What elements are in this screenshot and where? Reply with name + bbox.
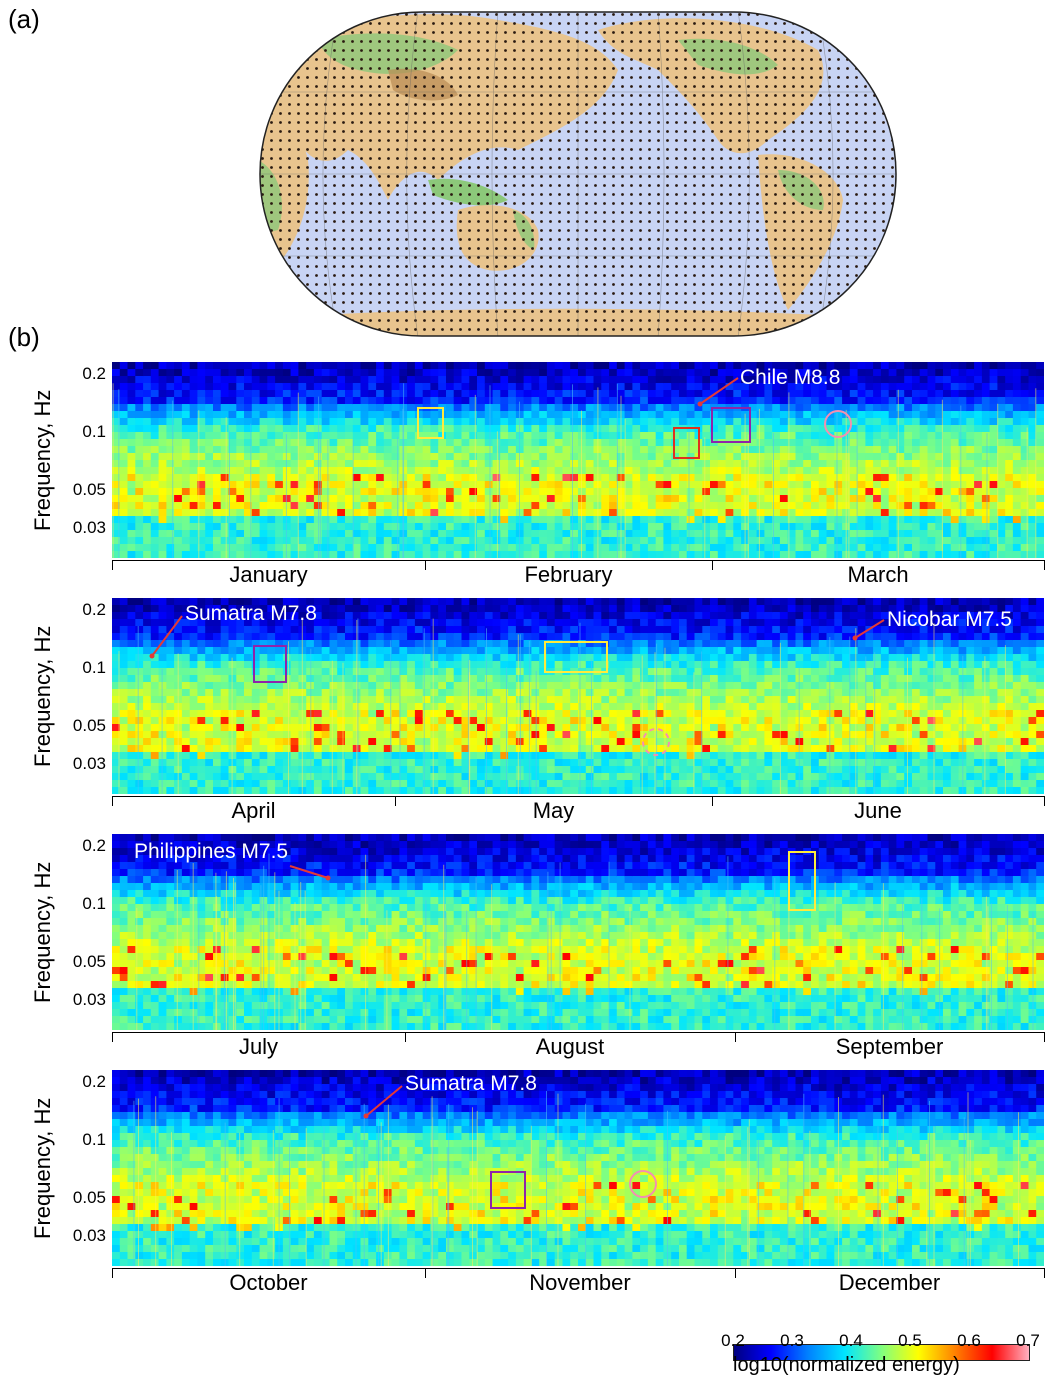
- event-marker: [788, 851, 816, 911]
- month-label: January: [229, 562, 308, 587]
- month-label: November: [529, 1270, 631, 1295]
- panel-label-b: (b): [8, 322, 40, 352]
- x-axis-line: [112, 796, 1044, 797]
- y-tick-label: 0.2: [82, 364, 106, 383]
- x-axis-tick: [735, 1032, 736, 1042]
- y-tick-label: 0.03: [72, 518, 106, 537]
- event-annotation: Sumatra M7.8: [405, 1072, 537, 1095]
- event-marker: [629, 1170, 657, 1198]
- colorbar-tick-label: 0.3: [780, 1331, 804, 1350]
- event-marker: [417, 407, 444, 439]
- panel-label-a: (a): [8, 4, 40, 34]
- month-label: October: [229, 1270, 308, 1295]
- y-tick-label: 0.05: [72, 952, 106, 971]
- spectrogram-3: [112, 834, 1044, 1030]
- x-axis-line: [112, 560, 1044, 561]
- world-map: [259, 11, 897, 337]
- y-tick-label: 0.05: [72, 716, 106, 735]
- annotation-arrow: [854, 619, 885, 639]
- colorbar: [733, 1344, 1030, 1361]
- colorbar-tick-label: 0.4: [839, 1331, 863, 1350]
- x-axis-tick: [735, 1268, 736, 1278]
- x-axis-tick: [425, 1268, 426, 1278]
- y-tick-label: 0.1: [82, 894, 106, 913]
- x-axis-tick: [1044, 796, 1045, 806]
- x-axis-tick: [1044, 1268, 1045, 1278]
- x-axis-tick: [1044, 560, 1045, 570]
- y-tick-label: 0.03: [72, 990, 106, 1009]
- x-axis-tick: [112, 1032, 113, 1042]
- y-tick-label: 0.2: [82, 600, 106, 619]
- x-axis-tick: [405, 1032, 406, 1042]
- x-axis-tick: [1044, 1032, 1045, 1042]
- y-tick-label: 0.1: [82, 1130, 106, 1149]
- y-tick-label: 0.03: [72, 754, 106, 773]
- event-marker: [673, 427, 700, 459]
- x-axis-line: [112, 1268, 1044, 1269]
- annotation-arrow: [699, 377, 739, 405]
- x-axis-tick: [112, 560, 113, 570]
- event-annotation: Sumatra M7.8: [185, 602, 317, 625]
- annotation-arrow: [365, 1085, 403, 1117]
- y-tick-label: 0.05: [72, 480, 106, 499]
- y-tick-label: 0.2: [82, 836, 106, 855]
- spectrogram-1: [112, 362, 1044, 558]
- event-marker: [711, 407, 751, 443]
- event-marker: [490, 1171, 526, 1209]
- event-annotation: Chile M8.8: [740, 366, 841, 389]
- event-marker: [544, 641, 608, 673]
- x-axis-line: [112, 1032, 1044, 1033]
- event-annotation: Philippines M7.5: [134, 840, 289, 863]
- month-label: March: [847, 562, 909, 587]
- month-label: May: [532, 798, 575, 823]
- month-label: December: [838, 1270, 941, 1295]
- month-label: July: [238, 1034, 279, 1059]
- spectrogram-4: [112, 1070, 1044, 1266]
- spectrogram-2: [112, 598, 1044, 794]
- y-tick-label: 0.2: [82, 1072, 106, 1091]
- annotation-arrow: [289, 865, 329, 879]
- month-label: June: [854, 798, 902, 823]
- annotation-arrow: [151, 615, 183, 657]
- event-marker: [824, 410, 852, 438]
- colorbar-tick-label: 0.6: [957, 1331, 981, 1350]
- month-label: February: [524, 562, 613, 587]
- y-tick-label: 0.1: [82, 658, 106, 677]
- x-axis-tick: [112, 1268, 113, 1278]
- y-tick-label: 0.05: [72, 1188, 106, 1207]
- month-label: April: [231, 798, 276, 823]
- y-tick-label: 0.03: [72, 1226, 106, 1245]
- colorbar-tick-label: 0.2: [721, 1331, 745, 1350]
- x-axis-tick: [112, 796, 113, 806]
- event-marker: [253, 645, 287, 683]
- event-marker: [642, 728, 670, 756]
- colorbar-tick-label: 0.7: [1016, 1331, 1040, 1350]
- x-axis-tick: [395, 796, 396, 806]
- x-axis-tick: [712, 560, 713, 570]
- event-annotation: Nicobar M7.5: [887, 608, 1012, 631]
- x-axis-tick: [712, 796, 713, 806]
- y-tick-label: 0.1: [82, 422, 106, 441]
- colorbar-label: log10(normalized energy): [733, 1354, 960, 1376]
- month-label: September: [835, 1034, 944, 1059]
- colorbar-tick-label: 0.5: [898, 1331, 922, 1350]
- month-label: August: [535, 1034, 605, 1059]
- x-axis-tick: [425, 560, 426, 570]
